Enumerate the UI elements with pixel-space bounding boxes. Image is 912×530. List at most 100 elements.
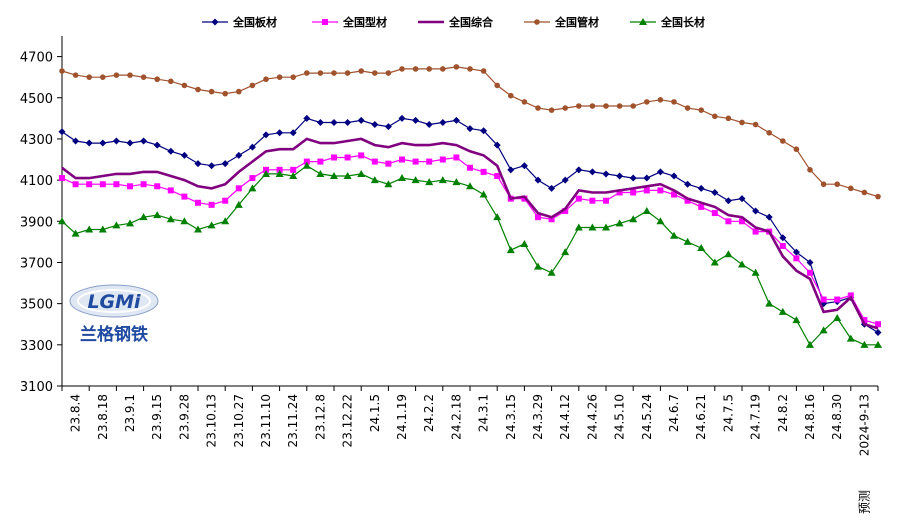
data-point bbox=[752, 228, 759, 235]
legend-label: 全国长材 bbox=[660, 15, 705, 29]
data-point bbox=[480, 127, 488, 135]
data-point bbox=[875, 193, 881, 200]
data-point bbox=[127, 183, 133, 190]
data-point bbox=[331, 154, 337, 161]
lgmi-logo: LGMi 兰格钢铁 bbox=[69, 284, 159, 345]
data-point bbox=[289, 129, 297, 137]
data-point bbox=[548, 107, 555, 113]
data-point bbox=[778, 307, 787, 315]
data-point bbox=[479, 190, 488, 198]
data-point bbox=[358, 68, 365, 74]
data-point bbox=[698, 107, 704, 113]
data-point bbox=[154, 76, 160, 83]
data-point bbox=[657, 187, 664, 194]
data-point bbox=[793, 146, 800, 153]
x-tick-label: 23.10.27 bbox=[232, 394, 246, 447]
data-point bbox=[113, 181, 120, 188]
data-point bbox=[126, 139, 134, 147]
data-point bbox=[520, 239, 529, 247]
data-point bbox=[398, 174, 406, 182]
legend-item: 全国长材 bbox=[630, 15, 705, 29]
data-point bbox=[547, 268, 556, 276]
data-point bbox=[562, 208, 569, 214]
data-point bbox=[874, 328, 882, 336]
data-point bbox=[493, 141, 501, 149]
data-point bbox=[861, 317, 868, 324]
data-point bbox=[316, 169, 325, 177]
data-point bbox=[248, 184, 257, 192]
data-point bbox=[398, 114, 406, 122]
y-tick-label: 3900 bbox=[20, 215, 53, 230]
data-point bbox=[656, 217, 665, 225]
data-point bbox=[792, 316, 801, 324]
data-point bbox=[494, 173, 501, 179]
x-tick-label: 24.3.29 bbox=[531, 394, 545, 440]
data-point bbox=[371, 158, 378, 165]
data-point bbox=[588, 223, 597, 231]
data-point bbox=[739, 218, 745, 225]
data-point bbox=[534, 262, 542, 270]
data-point bbox=[276, 74, 283, 80]
data-point bbox=[765, 299, 774, 307]
x-tick-label: 23.8.18 bbox=[96, 394, 110, 440]
data-point bbox=[439, 156, 446, 163]
data-point bbox=[276, 129, 284, 137]
data-point bbox=[208, 88, 215, 95]
data-point bbox=[875, 321, 881, 328]
data-point bbox=[370, 176, 379, 184]
x-tick-label: 24.4.26 bbox=[585, 394, 599, 440]
x-tick-label: 24.7.5 bbox=[721, 394, 735, 432]
x-tick-label: 24.4.12 bbox=[558, 394, 572, 440]
data-point bbox=[724, 250, 733, 258]
x-tick-label: 23.12.8 bbox=[313, 394, 327, 440]
data-point bbox=[425, 178, 434, 186]
data-point bbox=[208, 162, 216, 170]
data-point bbox=[467, 164, 473, 171]
data-point bbox=[425, 121, 433, 129]
data-point bbox=[684, 105, 691, 111]
data-point bbox=[438, 176, 447, 184]
data-point bbox=[684, 197, 691, 204]
data-point bbox=[263, 76, 269, 83]
data-point bbox=[780, 138, 786, 144]
data-point bbox=[412, 158, 419, 165]
data-point bbox=[602, 170, 610, 178]
data-point bbox=[426, 66, 433, 72]
data-point bbox=[630, 103, 636, 109]
data-point bbox=[697, 184, 705, 192]
data-point bbox=[235, 151, 243, 159]
legend-item: 全国管材 bbox=[524, 15, 599, 29]
data-point bbox=[249, 82, 256, 89]
data-point bbox=[86, 74, 92, 80]
data-point bbox=[846, 334, 855, 342]
data-point bbox=[72, 137, 80, 145]
data-point bbox=[302, 161, 311, 169]
data-point bbox=[574, 223, 583, 231]
data-point bbox=[167, 187, 174, 194]
data-point bbox=[139, 213, 148, 221]
data-point bbox=[752, 207, 760, 215]
data-point bbox=[466, 182, 474, 190]
data-point bbox=[480, 68, 487, 74]
data-point bbox=[724, 197, 732, 205]
data-point bbox=[211, 18, 219, 26]
y-tick-label: 3100 bbox=[20, 380, 53, 395]
x-tick-label: 24.5.10 bbox=[613, 394, 627, 440]
data-point bbox=[153, 141, 161, 149]
data-point bbox=[262, 131, 270, 139]
data-point bbox=[168, 78, 174, 85]
x-tick-label: 24.3.15 bbox=[504, 394, 518, 440]
data-point bbox=[385, 70, 392, 76]
x-tick-label: 24.8.30 bbox=[830, 394, 844, 440]
data-point bbox=[616, 172, 624, 180]
x-tick-label: 24.2.18 bbox=[449, 394, 463, 440]
data-point bbox=[358, 152, 365, 159]
y-tick-label: 3300 bbox=[20, 339, 53, 354]
data-point bbox=[670, 231, 678, 239]
data-point bbox=[85, 139, 93, 147]
data-point bbox=[317, 70, 324, 76]
data-point bbox=[506, 246, 515, 254]
data-point bbox=[643, 174, 651, 182]
x-tick-label: 24.8.16 bbox=[803, 394, 817, 440]
data-point bbox=[644, 99, 650, 105]
